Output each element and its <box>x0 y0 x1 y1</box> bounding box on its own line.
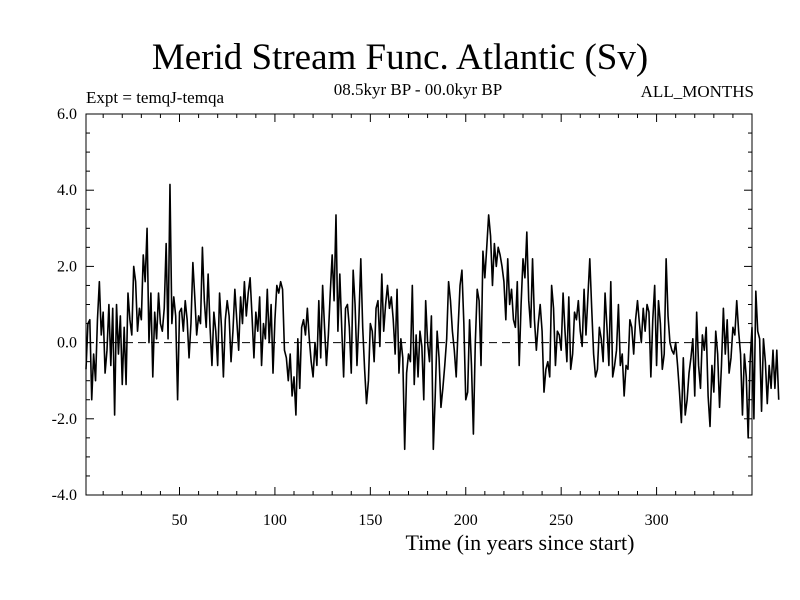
x-tick-label: 100 <box>263 512 287 529</box>
y-tick-label: 4.0 <box>57 182 77 199</box>
x-axis-label: Time (in years since start) <box>405 530 635 555</box>
y-tick-label: -4.0 <box>52 487 77 504</box>
data-series-line <box>85 183 780 451</box>
experiment-label: Expt = temqJ-temqa <box>86 88 225 107</box>
x-tick-label: 50 <box>172 512 188 529</box>
x-tick-label: 300 <box>645 512 669 529</box>
chart-title: Merid Stream Func. Atlantic (Sv) <box>151 37 649 78</box>
y-tick-label: -2.0 <box>52 411 77 428</box>
x-tick-label: 250 <box>549 512 573 529</box>
y-tick-label: 6.0 <box>57 106 77 123</box>
y-tick-label: 2.0 <box>57 258 77 275</box>
x-tick-label: 150 <box>358 512 382 529</box>
x-tick-label: 200 <box>454 512 478 529</box>
months-label: ALL_MONTHS <box>640 82 754 101</box>
period-subtitle: 08.5kyr BP - 00.0kyr BP <box>333 80 503 99</box>
y-tick-label: 0.0 <box>57 335 77 352</box>
